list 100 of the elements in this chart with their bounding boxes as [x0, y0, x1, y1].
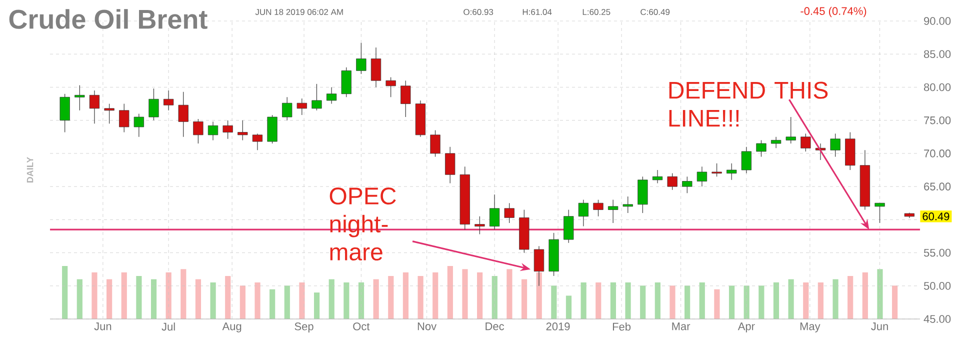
bar: [240, 286, 246, 319]
candlestick: [119, 103, 130, 133]
candlestick: [608, 199, 618, 224]
bar: [254, 282, 260, 319]
x-tick-label: Mar: [672, 322, 690, 330]
candlestick: [667, 173, 678, 190]
bar: [566, 296, 572, 319]
bar: [92, 272, 98, 319]
bar: [106, 279, 112, 319]
x-tick-label: Jul: [162, 322, 175, 331]
x-tick-label: Feb: [612, 322, 631, 331]
bar: [848, 276, 854, 319]
candlestick: [830, 133, 840, 158]
y-tick-label: 55.00: [924, 248, 951, 257]
candlestick: [370, 47, 382, 88]
text: C:60.49: [640, 8, 670, 15]
candlestick: [696, 166, 708, 187]
candlestick: [400, 80, 411, 118]
candlestick: [193, 118, 204, 144]
candlestick: [652, 170, 663, 184]
candlestick: [89, 90, 100, 124]
x-tick-label: 2019: [546, 322, 570, 330]
bar: [358, 282, 364, 319]
candlestick: [208, 121, 218, 140]
bar: [76, 279, 82, 319]
bar: [670, 286, 676, 319]
y-axis-title: DAILY: [26, 157, 34, 182]
candlestick: [60, 94, 70, 133]
candlestick: [489, 194, 500, 230]
chart-title: Crude Oil Brent: [9, 9, 208, 29]
bar: [388, 276, 394, 319]
bar: [344, 282, 350, 319]
bar: [447, 266, 453, 319]
candlestick: [356, 42, 366, 74]
bar: [314, 292, 320, 319]
x-tick-label: Sep: [294, 322, 314, 332]
candlestick: [741, 146, 752, 174]
bar: [373, 279, 379, 319]
text: -0.45 (0.74%): [800, 6, 866, 18]
x-tick-label: Apr: [738, 322, 755, 332]
candlestick: [682, 176, 692, 194]
x-tick-label: Jun: [94, 322, 112, 330]
candlestick: [282, 96, 292, 121]
candlestick: [341, 67, 352, 98]
bar: [818, 282, 824, 319]
bar: [610, 282, 616, 319]
bar: [462, 269, 468, 319]
x-tick-label: Oct: [353, 322, 370, 330]
candlestick: [800, 133, 811, 152]
candlestick: [163, 90, 174, 111]
text: L:60.25: [582, 8, 610, 15]
bar: [862, 272, 868, 319]
candlestick: [874, 202, 885, 224]
candlestick: [430, 130, 440, 158]
bar: [225, 276, 231, 319]
bar: [758, 286, 764, 319]
bar: [788, 279, 794, 319]
bar: [477, 272, 483, 319]
candlestick: [386, 76, 396, 98]
bar: [195, 279, 202, 319]
bar: [180, 269, 186, 319]
bar: [832, 279, 838, 319]
candlestick: [74, 84, 85, 111]
y-tick-label: 45.00: [924, 315, 951, 323]
text: H:61.04: [522, 8, 552, 15]
bar: [684, 286, 690, 319]
y-tick-label: 90.00: [924, 17, 951, 25]
candlestick: [252, 133, 263, 150]
candlestick: [312, 84, 322, 111]
annotation: DEFEND THIS LINE!!!: [669, 82, 828, 127]
bar: [714, 289, 720, 319]
bar: [121, 272, 127, 319]
bar: [699, 282, 705, 319]
candlestick: [504, 202, 514, 224]
bar: [432, 272, 438, 319]
candlestick: [104, 103, 114, 124]
candlestick: [712, 163, 722, 177]
candlestick: [622, 196, 633, 214]
bar: [328, 279, 334, 319]
bar: [625, 282, 631, 319]
text: O:60.93: [464, 8, 494, 15]
text: JUN 18 2019 06:02 AM: [255, 8, 343, 15]
candlestick: [222, 120, 233, 140]
bar: [150, 279, 157, 319]
x-tick-label: Aug: [222, 322, 242, 332]
bar: [62, 266, 68, 319]
y-tick-label: 75.00: [924, 116, 951, 124]
candlestick: [474, 216, 485, 235]
y-tick-label: 50.00: [924, 282, 951, 290]
candlestick: [326, 86, 337, 104]
candlestick: [238, 120, 248, 140]
candlestick: [770, 136, 782, 148]
bar: [803, 282, 809, 319]
bar: [654, 282, 660, 319]
annotation: 60.49: [922, 212, 950, 220]
candlestick: [178, 92, 188, 138]
bar: [136, 276, 142, 319]
candlestick: [593, 199, 604, 217]
y-tick-label: 80.00: [924, 83, 951, 92]
candlestick: [578, 199, 588, 227]
